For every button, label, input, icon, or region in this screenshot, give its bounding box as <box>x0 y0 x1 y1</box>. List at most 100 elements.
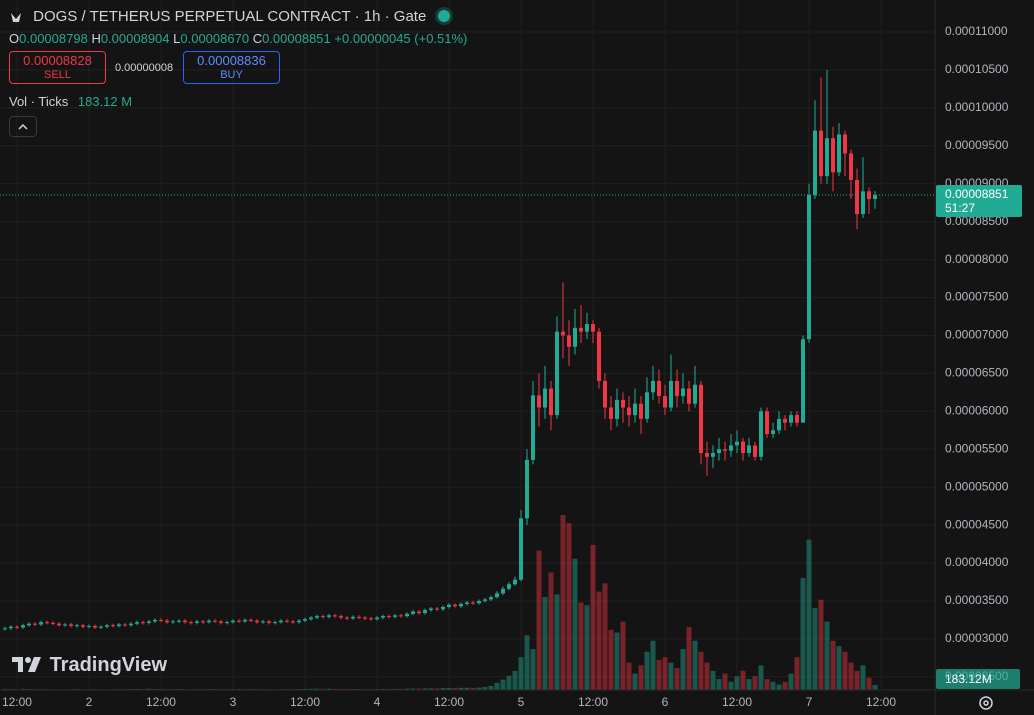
ohlc-value: 0.00008798 <box>19 31 88 46</box>
collapse-button[interactable] <box>9 116 37 137</box>
candle-body <box>848 153 853 180</box>
candle-body <box>686 388 691 404</box>
settings-button[interactable] <box>976 693 996 713</box>
volume-bar <box>866 677 872 690</box>
candle-body <box>230 620 235 623</box>
x-tick-label: 5 <box>518 695 525 709</box>
candle-body <box>560 331 565 336</box>
volume-bar <box>686 627 692 690</box>
candle-body <box>224 622 229 624</box>
volume-bar <box>506 675 512 690</box>
candle-body <box>620 399 625 408</box>
candle-body <box>218 621 223 623</box>
candle-body <box>830 138 835 173</box>
candle-body <box>68 624 73 626</box>
candle-body <box>548 388 553 416</box>
volume-bar <box>542 597 548 690</box>
volume-bar <box>26 688 32 690</box>
volume-bar <box>614 632 620 690</box>
volume-bar <box>608 629 614 690</box>
volume-bar <box>818 599 824 690</box>
candle-body <box>506 584 511 589</box>
candle-body <box>332 615 337 617</box>
candle-body <box>872 195 877 200</box>
candle-body <box>128 623 133 626</box>
volume-bar <box>584 605 590 690</box>
ohlc-value: 0.00008904 <box>100 31 170 46</box>
candle-body <box>494 593 499 598</box>
candle-body <box>260 621 265 623</box>
status-dot <box>438 10 451 22</box>
y-tick-label: 0.00008000 <box>945 252 1009 266</box>
volume-bar <box>638 665 644 690</box>
volume-bar <box>692 640 698 690</box>
candle-body <box>302 619 307 621</box>
candle-body <box>596 331 601 381</box>
volume-bar <box>788 673 794 690</box>
candle-body <box>668 380 673 408</box>
candle-body <box>38 622 43 625</box>
volume-badge-label: 183.12M <box>945 672 992 686</box>
candle-body <box>542 388 547 408</box>
candle-body <box>632 403 637 416</box>
volume-bar <box>530 648 536 690</box>
candle-body <box>764 411 769 435</box>
candle-body <box>104 625 109 627</box>
volume-bar <box>458 687 464 690</box>
candle-body <box>734 441 739 446</box>
candle-body <box>476 600 481 604</box>
candle-body <box>608 407 613 419</box>
volume-bar <box>494 682 500 690</box>
candle-body <box>170 621 175 623</box>
volume-bar <box>860 665 866 690</box>
candle-body <box>572 327 577 347</box>
candle-body <box>752 445 757 457</box>
y-tick-label: 0.00011000 <box>945 24 1008 38</box>
candle-body <box>290 621 295 623</box>
volume-bar <box>824 621 830 690</box>
candle-body <box>398 615 403 617</box>
x-tick-label: 6 <box>662 695 669 709</box>
candle-body <box>242 619 247 622</box>
candle-body <box>134 622 139 624</box>
candle-body <box>416 611 421 614</box>
volume-bar <box>452 688 458 690</box>
candle-body <box>836 134 841 173</box>
candle-body <box>314 616 319 618</box>
buy-button[interactable]: 0.00008836 BUY <box>183 51 280 84</box>
spread: 0.00000008 <box>115 62 174 74</box>
candle-body <box>236 620 241 622</box>
candle-body <box>710 453 715 457</box>
volume-bar <box>626 662 632 690</box>
candle-body <box>656 380 661 397</box>
candle-body <box>488 597 493 600</box>
volume-bar <box>536 550 542 690</box>
volume-bar <box>596 591 602 690</box>
candle-body <box>866 191 871 200</box>
candle-body <box>164 620 169 623</box>
candle-body <box>362 617 367 619</box>
volume-bar <box>524 635 530 690</box>
candle-body <box>74 625 79 627</box>
volume-bar <box>152 688 158 690</box>
volume-bar <box>716 679 722 690</box>
volume-bar <box>578 602 584 690</box>
sell-button[interactable]: 0.00008828 SELL <box>9 51 106 84</box>
candle-body <box>92 625 97 628</box>
candle-body <box>428 608 433 611</box>
y-tick-label: 0.00007000 <box>945 328 1009 342</box>
candle-body <box>860 191 865 215</box>
ohlc-label: L <box>173 31 181 46</box>
volume-bar <box>404 688 410 690</box>
candle-body <box>380 616 385 618</box>
indicator-row: Vol · Ticks 183.12 M <box>9 94 132 109</box>
candle-body <box>20 625 25 628</box>
candle-body <box>704 453 709 457</box>
x-tick-label: 12:00 <box>146 695 176 709</box>
candle-body <box>152 619 157 622</box>
x-tick-label: 12:00 <box>866 695 896 709</box>
candle-body <box>650 380 655 393</box>
candle-body <box>590 324 595 332</box>
